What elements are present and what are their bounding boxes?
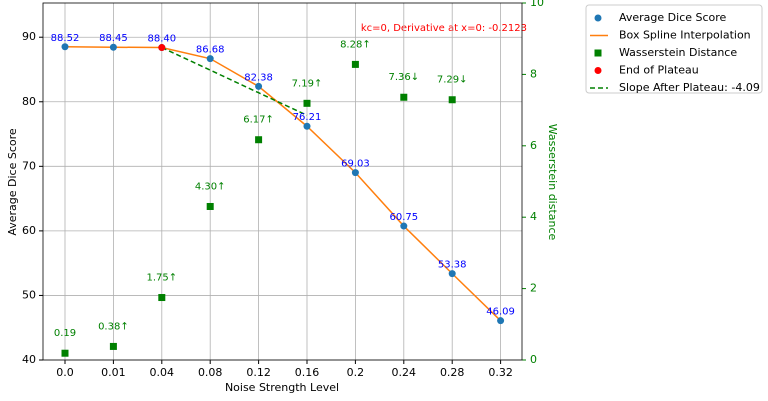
point (206, 55, 214, 63)
data-label: 60.75 (389, 212, 418, 223)
x-tick-label: 0.12 (246, 366, 271, 379)
point (158, 44, 166, 52)
data-label: 86.68 (196, 45, 225, 56)
point (448, 270, 456, 278)
plot-frame (42, 2, 523, 361)
series-line (161, 46, 308, 117)
data-label: 88.40 (147, 34, 176, 45)
data-label: 0.38↑ (98, 321, 129, 332)
data-label: 88.45 (99, 33, 128, 44)
legend-label: Slope After Plateau: -4.09 (619, 81, 760, 94)
point (400, 93, 408, 101)
legend-marker (594, 14, 602, 22)
data-label: 0.19 (54, 328, 76, 339)
point (303, 122, 311, 130)
data-label: 6.17↑ (243, 115, 274, 126)
data-label: 7.36↓ (388, 72, 419, 83)
y-tick-label: 40 (22, 353, 36, 366)
data-label: 7.19↑ (292, 78, 323, 89)
data-label: 76.21 (293, 112, 322, 123)
data-label: 69.03 (341, 159, 370, 170)
y-tick-label: 80 (22, 95, 36, 108)
data-label: 46.09 (486, 307, 515, 318)
data-label: 1.75↑ (146, 273, 177, 284)
x-tick-label: 0.32 (488, 366, 513, 379)
legend-marker (594, 49, 602, 57)
y2-tick-label: 2 (530, 282, 537, 295)
x-tick-label: 0.16 (295, 366, 320, 379)
data-label: 53.38 (438, 260, 467, 271)
point (351, 60, 359, 68)
y2-tick-label: 8 (530, 67, 537, 80)
point (351, 169, 359, 177)
y-tick-label: 50 (22, 288, 36, 301)
x-tick-label: 0.24 (392, 366, 417, 379)
data-label: 4.30↑ (195, 181, 226, 192)
data-label: 8.28↑ (340, 39, 371, 50)
legend-label: Wasserstein Distance (619, 46, 737, 59)
legend-label: Box Spline Interpolation (619, 29, 751, 42)
series-line (64, 46, 502, 322)
legend-label: Average Dice Score (619, 11, 727, 24)
x-tick-label: 0.28 (440, 366, 465, 379)
y2-tick-label: 6 (530, 139, 537, 152)
y-tick-label: 90 (22, 30, 36, 43)
y-tick-label: 60 (22, 224, 36, 237)
point (61, 349, 69, 357)
point (255, 136, 263, 144)
y2-tick-label: 4 (530, 210, 537, 223)
point (158, 294, 166, 302)
y2-tick-label: 0 (530, 353, 537, 366)
x-tick-label: 0.01 (101, 366, 126, 379)
x-tick-label: 0.2 (347, 366, 365, 379)
data-label: 7.29↓ (437, 75, 468, 86)
point (61, 43, 69, 51)
point (255, 82, 263, 90)
x-tick-label: 0.08 (198, 366, 223, 379)
x-tick-label: 0.0 (56, 366, 74, 379)
point (400, 222, 408, 230)
y-axis-label: Average Dice Score (6, 128, 19, 236)
point (448, 96, 456, 104)
x-tick-label: 0.04 (150, 366, 175, 379)
annotation: kc=0, Derivative at x=0: -0.2123 (361, 23, 527, 34)
legend-box (585, 4, 763, 94)
data-label: 82.38 (244, 72, 273, 83)
y2-tick-label: 10 (530, 0, 544, 9)
data-label: 88.52 (51, 33, 80, 44)
point (206, 202, 214, 210)
point (109, 342, 117, 350)
y2-axis-label: Wasserstein distance (546, 124, 559, 241)
point (303, 99, 311, 107)
point (497, 317, 505, 325)
y-tick-label: 70 (22, 159, 36, 172)
point (109, 43, 117, 51)
legend-label: End of Plateau (619, 64, 699, 77)
x-axis-label: Noise Strength Level (225, 381, 339, 394)
legend-marker (594, 67, 602, 74)
